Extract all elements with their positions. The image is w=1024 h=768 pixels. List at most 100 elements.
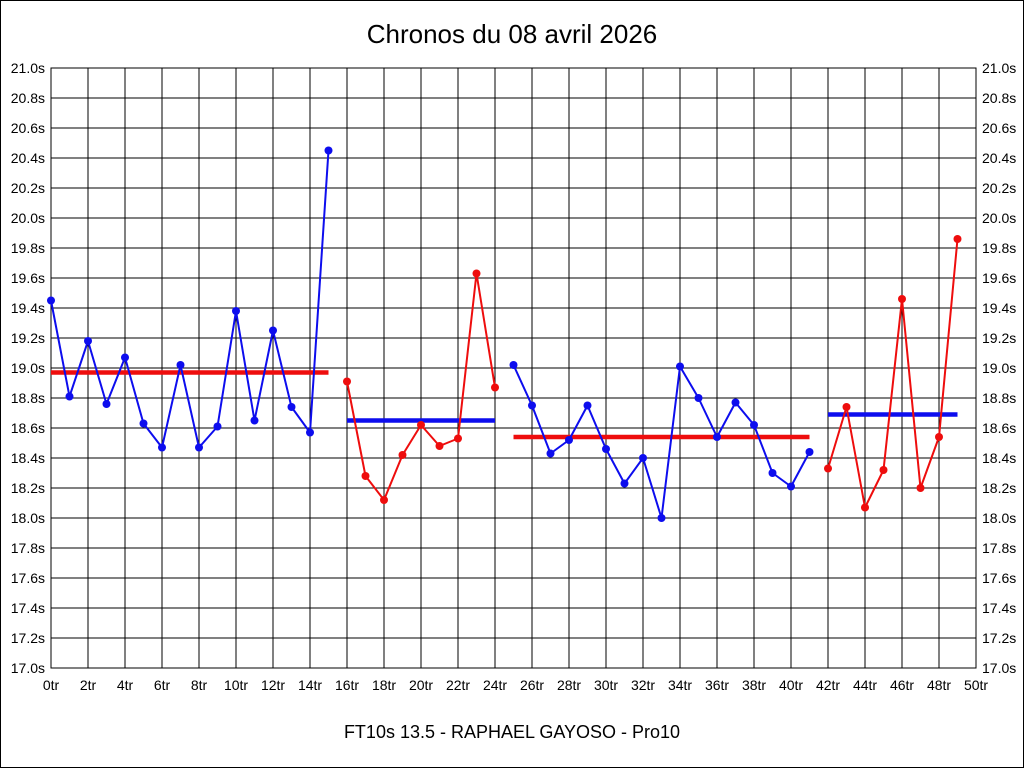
y-axis-tick-label-right: 18.2s (982, 480, 1016, 496)
stint-2-data-point (361, 472, 370, 480)
x-axis-tick-label: 30tr (594, 677, 618, 693)
stint-1-data-point (47, 296, 55, 305)
y-axis-tick-label-right: 17.0s (982, 660, 1016, 676)
y-axis-tick-label-left: 20.2s (11, 180, 45, 196)
y-axis-tick-label-right: 20.0s (982, 210, 1016, 226)
stint-4-data-point (916, 484, 925, 492)
stint-1-data-point (324, 146, 333, 155)
stint-2-data-point (417, 421, 425, 429)
y-axis-tick-label-right: 19.4s (982, 300, 1016, 316)
y-axis-tick-label-left: 20.6s (11, 120, 45, 136)
stint-1-data-point (250, 416, 259, 425)
y-axis-tick-label-right: 17.2s (982, 630, 1016, 646)
x-axis-tick-label: 48tr (927, 677, 951, 693)
stint-1-data-point (176, 361, 185, 369)
x-axis-tick-label: 22tr (446, 677, 470, 693)
stint-2-data-point (491, 383, 499, 392)
stint-4-data-point (861, 503, 869, 512)
y-axis-tick-label-left: 19.0s (11, 360, 45, 376)
y-axis-tick-label-right: 19.8s (982, 240, 1016, 256)
stint-2-data-point (435, 442, 444, 450)
y-axis-tick-label-left: 17.8s (11, 540, 45, 556)
y-axis-tick-label-left: 19.4s (11, 300, 45, 316)
stint-4-data-point (935, 433, 943, 441)
y-axis-tick-label-right: 17.6s (982, 570, 1016, 586)
x-axis-tick-label: 46tr (890, 677, 914, 693)
stint-1-line (50, 149, 330, 449)
stint-3-data-point (731, 398, 740, 407)
y-axis-tick-label-right: 18.4s (982, 450, 1016, 466)
stint-4-data-point (842, 403, 851, 411)
stint-3-data-point (602, 445, 610, 453)
y-axis-tick-label-right: 20.8s (982, 90, 1016, 106)
stint-2-data-point (343, 377, 351, 386)
stint-4-data-point (953, 235, 962, 243)
x-axis-tick-label: 8tr (191, 677, 208, 693)
stint-4-data-point (824, 464, 832, 473)
chart-footer: FT10s 13.5 - RAPHAEL GAYOSO - Pro10 (343, 722, 681, 742)
stint-3-data-point (639, 454, 647, 462)
x-axis-tick-label: 6tr (154, 677, 171, 693)
y-axis-tick-label-right: 18.8s (982, 390, 1016, 406)
y-axis-tick-label-left: 19.2s (11, 330, 45, 346)
stint-3-data-point (657, 514, 666, 522)
stint-1-data-point (102, 400, 111, 408)
x-axis-tick-label: 40tr (779, 677, 803, 693)
y-axis-tick-label-right: 20.2s (982, 180, 1016, 196)
stint-4-data-point (879, 466, 888, 474)
x-axis-tick-label: 36tr (705, 677, 729, 693)
x-axis-tick-label: 4tr (117, 677, 134, 693)
stint-3-line (512, 364, 811, 519)
stint-3-data-point (620, 479, 629, 488)
stint-3-data-point (528, 401, 536, 410)
stint-1-data-point (158, 443, 166, 452)
y-axis-tick-label-left: 18.0s (11, 510, 45, 526)
stint-1-data-point (139, 419, 148, 428)
stint-3-data-point (768, 469, 777, 477)
stint-1-data-point (84, 337, 92, 345)
stint-3-data-point (787, 482, 795, 491)
x-axis-tick-label: 24tr (483, 677, 507, 693)
stint-2-data-point (472, 269, 481, 278)
stint-1-data-point (213, 422, 222, 431)
stint-3-data-point (583, 401, 592, 410)
stint-3-data-point (565, 436, 573, 444)
x-axis-tick-label: 18tr (372, 677, 396, 693)
stint-1-data-point (121, 353, 129, 362)
x-axis-tick-label: 12tr (261, 677, 285, 693)
x-axis-tick-label: 10tr (224, 677, 248, 693)
stint-3-data-point (676, 362, 684, 371)
stint-2-data-point (380, 496, 388, 504)
y-axis-tick-label-right: 19.0s (982, 360, 1016, 376)
x-axis-tick-label: 50tr (964, 677, 988, 693)
stint-3-data-point (694, 394, 703, 402)
x-axis-tick-label: 32tr (631, 677, 655, 693)
stint-2-data-point (398, 451, 407, 459)
stint-1-data-point (287, 403, 296, 411)
x-axis-tick-label: 34tr (668, 677, 692, 693)
stint-2-data-point (454, 434, 462, 443)
y-axis-tick-label-right: 17.4s (982, 600, 1016, 616)
y-axis-tick-label-right: 18.0s (982, 510, 1016, 526)
stint-3-data-point (509, 361, 518, 369)
x-axis-tick-label: 16tr (335, 677, 359, 693)
y-axis-tick-label-left: 20.8s (11, 90, 45, 106)
y-axis-tick-label-right: 19.6s (982, 270, 1016, 286)
y-axis-tick-label-right: 20.4s (982, 150, 1016, 166)
y-axis-tick-label-left: 17.0s (11, 660, 45, 676)
y-axis-tick-label-right: 19.2s (982, 330, 1016, 346)
y-axis-tick-label-right: 20.6s (982, 120, 1016, 136)
y-axis-tick-label-left: 18.2s (11, 480, 45, 496)
stint-3-data-point (546, 449, 555, 458)
plot-frame (50, 67, 977, 669)
y-axis-tick-label-left: 17.2s (11, 630, 45, 646)
chart-title: Chronos du 08 avril 2026 (366, 19, 658, 49)
stint-3-data-point (805, 448, 814, 456)
x-axis-tick-label: 20tr (409, 677, 433, 693)
stint-1-data-point (65, 392, 74, 401)
stint-1-data-point (195, 443, 203, 452)
y-axis-tick-label-left: 19.6s (11, 270, 45, 286)
y-axis-tick-label-left: 17.4s (11, 600, 45, 616)
